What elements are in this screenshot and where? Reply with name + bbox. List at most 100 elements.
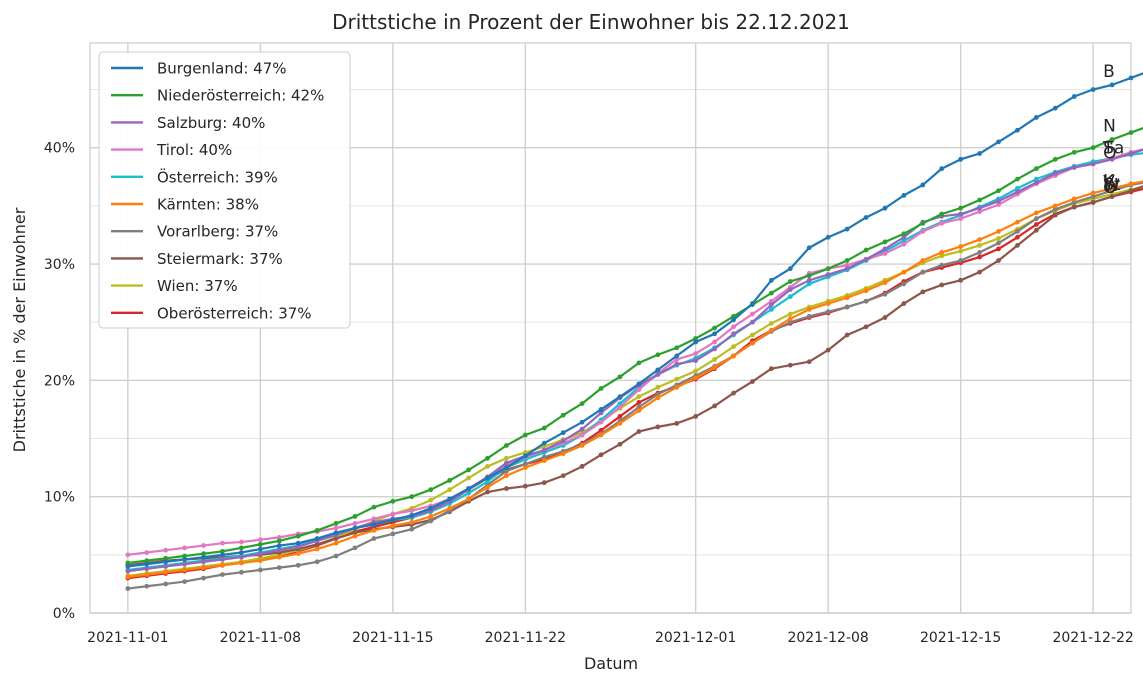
series-layer	[125, 72, 1143, 591]
data-point	[485, 464, 490, 469]
data-point	[787, 311, 793, 317]
data-point	[125, 574, 131, 580]
data-point	[901, 241, 907, 247]
data-point	[1090, 190, 1096, 196]
data-point	[333, 536, 339, 541]
data-point	[1015, 243, 1020, 248]
data-point	[466, 496, 471, 502]
data-point	[787, 362, 793, 368]
data-point	[617, 404, 623, 410]
data-point	[1015, 229, 1020, 234]
data-point	[636, 360, 642, 366]
data-point	[409, 512, 415, 518]
data-point	[466, 467, 471, 473]
data-point	[1015, 189, 1020, 195]
series-niederösterreich	[125, 126, 1143, 566]
data-point	[447, 477, 453, 483]
data-point	[768, 290, 774, 296]
series-kärnten	[125, 180, 1143, 580]
data-point	[220, 572, 225, 578]
data-point	[371, 522, 377, 527]
data-point	[882, 239, 888, 245]
data-point	[825, 347, 831, 353]
data-point	[863, 215, 869, 220]
legend-label: Tirol: 40%	[156, 141, 232, 159]
data-point	[863, 247, 869, 253]
data-point	[333, 540, 339, 546]
data-point	[295, 551, 301, 557]
data-point	[712, 331, 717, 337]
data-point	[485, 455, 490, 461]
data-point	[352, 521, 358, 526]
data-point	[1090, 199, 1096, 205]
series-burgenland	[125, 72, 1143, 569]
data-point	[996, 202, 1001, 208]
data-point	[731, 317, 736, 323]
data-point	[447, 505, 453, 511]
data-point	[560, 412, 566, 418]
end-label-kärnten: K	[1103, 171, 1115, 191]
data-point	[485, 475, 490, 481]
data-point	[806, 273, 812, 279]
data-point	[295, 562, 301, 568]
data-point	[1015, 176, 1020, 182]
data-point	[257, 551, 263, 557]
y-tick-label: 40%	[44, 141, 75, 157]
data-point	[466, 486, 471, 491]
data-point	[1071, 204, 1077, 210]
data-point	[844, 332, 850, 338]
data-point	[768, 302, 774, 308]
data-point	[693, 351, 699, 356]
data-point	[1015, 234, 1020, 240]
data-point	[371, 528, 377, 533]
data-point	[163, 547, 169, 553]
data-point	[390, 523, 396, 529]
data-point	[655, 391, 661, 397]
data-point	[636, 404, 642, 410]
data-point	[996, 229, 1001, 234]
data-point	[257, 558, 263, 564]
data-point	[144, 566, 150, 572]
data-point	[220, 540, 225, 546]
data-point	[522, 450, 528, 455]
data-point	[504, 486, 509, 491]
data-point	[560, 451, 566, 457]
data-point	[882, 246, 888, 252]
data-point	[522, 465, 528, 470]
data-point	[825, 234, 831, 240]
data-point	[882, 315, 888, 320]
data-point	[958, 244, 964, 249]
data-point	[655, 424, 661, 430]
data-point	[182, 567, 188, 573]
data-point	[276, 565, 282, 571]
data-point	[996, 246, 1001, 252]
data-point	[768, 306, 774, 312]
data-point	[768, 327, 774, 333]
data-point	[901, 281, 907, 287]
legend-label: Kärnten: 38%	[157, 196, 259, 214]
data-point	[428, 505, 434, 511]
data-point	[428, 497, 434, 503]
data-point	[825, 266, 831, 272]
data-point	[1033, 210, 1039, 216]
data-point	[409, 508, 415, 514]
data-point	[977, 209, 982, 215]
data-point	[844, 266, 850, 272]
end-label-salzburg: Sa	[1103, 139, 1124, 159]
data-point	[1052, 212, 1058, 218]
legend-box	[98, 51, 351, 329]
data-point	[996, 188, 1001, 194]
data-point	[1109, 137, 1115, 142]
data-point	[920, 182, 926, 188]
data-point	[750, 319, 755, 325]
data-point	[787, 319, 793, 325]
data-point	[504, 473, 509, 479]
data-point	[598, 432, 604, 438]
data-point	[958, 248, 964, 254]
data-point	[144, 572, 150, 578]
data-point	[787, 294, 793, 299]
data-point	[863, 256, 869, 262]
data-point	[447, 487, 453, 493]
data-point	[598, 410, 604, 416]
data-point	[617, 394, 623, 400]
